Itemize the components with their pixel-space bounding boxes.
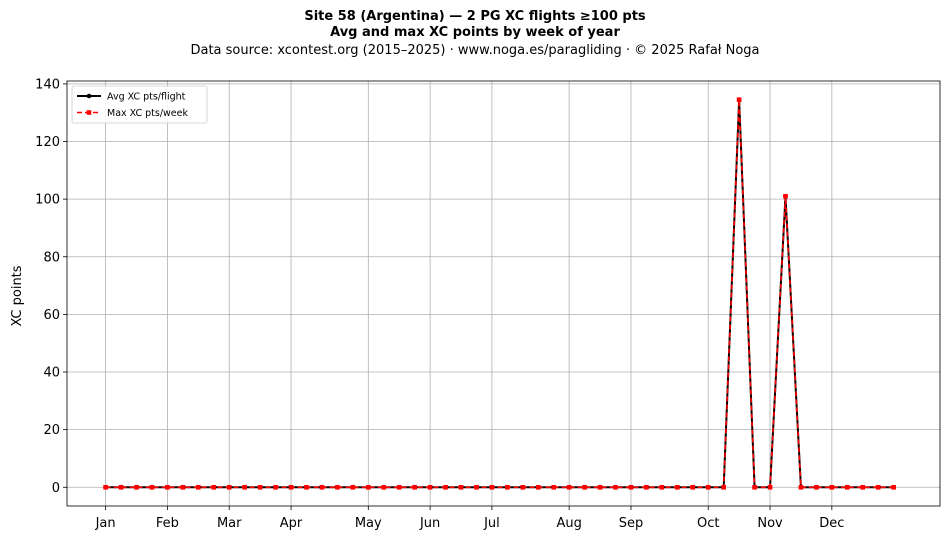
- data-point-max: [798, 484, 804, 490]
- data-point-max: [149, 484, 155, 490]
- y-tick-label: 100: [35, 193, 60, 208]
- data-point-max: [412, 484, 417, 490]
- data-point-max: [180, 484, 186, 490]
- chart-subtitle: Avg and max XC points by week of year: [330, 25, 620, 40]
- y-tick-label: 120: [35, 135, 60, 150]
- chart-source-line: Data source: xcontest.org (2015–2025) · …: [190, 43, 760, 58]
- data-point-max: [891, 484, 896, 490]
- data-point-max: [767, 484, 773, 490]
- x-tick-label: Jun: [419, 516, 440, 531]
- data-point-max: [597, 484, 603, 490]
- data-point-max: [165, 484, 170, 490]
- series-layer: [103, 97, 896, 490]
- data-point-max: [875, 484, 881, 490]
- series-line-max: [105, 99, 894, 489]
- axes-layer: 0 20 40 60 80 100 120 140 Jan Feb Mar Apr May Jun Jul A…: [35, 77, 941, 531]
- data-point-max: [427, 484, 433, 490]
- data-point-max: [566, 484, 572, 490]
- data-point-max: [242, 484, 247, 490]
- x-tick-label: Dec: [819, 516, 844, 531]
- data-point-max: [226, 484, 232, 490]
- data-point-max: [736, 97, 742, 103]
- data-point-max: [644, 484, 649, 490]
- data-point-max: [366, 484, 371, 490]
- data-point-max: [134, 484, 139, 490]
- data-point-max: [582, 484, 587, 490]
- data-point-max: [396, 484, 402, 490]
- x-tick-label: Mar: [217, 516, 242, 531]
- data-point-max: [783, 193, 788, 199]
- data-point-max: [489, 484, 495, 490]
- data-point-max: [211, 484, 217, 490]
- y-tick-label: 20: [43, 423, 60, 438]
- grid-layer: [67, 81, 940, 506]
- x-tick-label: Sep: [619, 516, 644, 531]
- x-tick-label: Aug: [556, 516, 581, 531]
- data-point-max: [551, 484, 557, 490]
- data-point-max: [814, 484, 819, 490]
- x-tick-label: Apr: [280, 516, 303, 531]
- x-tick-label: Oct: [697, 516, 719, 531]
- plot-frame: [66, 80, 941, 507]
- chart-title: Site 58 (Argentina) — 2 PG XC flights ≥1…: [304, 9, 646, 24]
- legend: Avg XC pts/flight Max XC pts/week: [71, 85, 208, 124]
- x-tick-label: Nov: [757, 516, 783, 531]
- y-tick-label: 60: [43, 308, 60, 323]
- legend-label: Max XC pts/week: [107, 108, 188, 119]
- data-point-max: [860, 484, 866, 490]
- data-point-max: [196, 484, 201, 490]
- data-point-max: [257, 484, 263, 490]
- data-point-max: [458, 484, 464, 490]
- data-point-max: [319, 484, 325, 490]
- data-point-max: [659, 484, 665, 490]
- legend-box: [71, 85, 208, 124]
- x-tick-label: May: [355, 516, 382, 531]
- data-point-max: [350, 484, 356, 490]
- data-point-max: [752, 484, 757, 490]
- y-tick-label: 40: [43, 366, 60, 381]
- y-axis-label: XC points: [10, 265, 25, 326]
- y-tick-label: 0: [52, 481, 60, 496]
- legend-label: Avg XC pts/flight: [107, 92, 186, 103]
- x-tick-label: Jan: [95, 516, 116, 531]
- data-point-max: [381, 484, 387, 490]
- data-point-max: [690, 484, 696, 490]
- data-point-max: [675, 484, 680, 490]
- data-point-max: [520, 484, 526, 490]
- x-tick-label: Feb: [156, 516, 179, 531]
- data-point-max: [273, 484, 278, 490]
- data-point-max: [628, 484, 634, 490]
- legend-marker: [86, 93, 92, 99]
- data-point-max: [335, 484, 340, 490]
- data-point-max: [535, 484, 541, 490]
- data-point-max: [505, 484, 510, 490]
- x-tick-label: Jul: [483, 516, 500, 531]
- data-point-max: [721, 484, 726, 490]
- series-line-avg: [105, 99, 894, 489]
- data-point-max: [829, 484, 835, 490]
- legend-marker: [86, 110, 92, 115]
- data-point-max: [118, 484, 124, 490]
- data-point-max: [304, 484, 309, 490]
- data-point-max: [103, 484, 108, 490]
- data-point-max: [288, 484, 294, 490]
- data-point-max: [844, 484, 850, 490]
- y-tick-label: 140: [35, 77, 60, 92]
- data-point-max: [474, 484, 479, 490]
- data-point-max: [613, 484, 618, 490]
- data-point-max: [443, 484, 448, 490]
- data-point-max: [705, 484, 711, 490]
- y-tick-label: 80: [43, 250, 60, 265]
